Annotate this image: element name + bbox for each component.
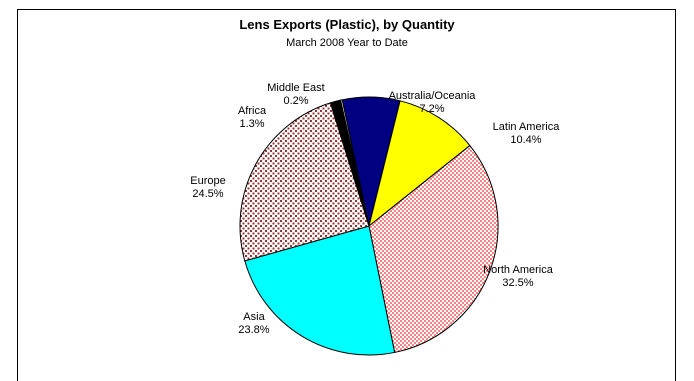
slice-label-africa: Africa 1.3% xyxy=(238,105,267,130)
chart-subtitle: March 2008 Year to Date xyxy=(286,37,408,49)
chart-title: Lens Exports (Plastic), by Quantity xyxy=(239,17,455,32)
pie-slice-north-america xyxy=(368,144,499,354)
slice-label-asia: Asia 23.8% xyxy=(238,311,269,336)
pie-slice-latin-america xyxy=(368,100,471,228)
pie-slice-middle-east xyxy=(339,99,370,227)
pie-slice-europe xyxy=(239,102,370,262)
slice-label-australia-oceania: Australia/Oceania 7.2% xyxy=(389,90,477,115)
slice-label-latin-america: Latin America 10.4% xyxy=(493,121,561,146)
slice-label-europe: Europe 24.5% xyxy=(190,175,225,200)
pie-labels: Australia/Oceania 7.2% Latin America 10.4% N… xyxy=(190,82,560,336)
slice-label-north-america: North America 32.5% xyxy=(483,264,554,289)
pie-slices xyxy=(239,96,499,356)
pie-slice-asia xyxy=(244,225,396,356)
slice-label-middle-east: Middle East 0.2% xyxy=(267,82,324,107)
